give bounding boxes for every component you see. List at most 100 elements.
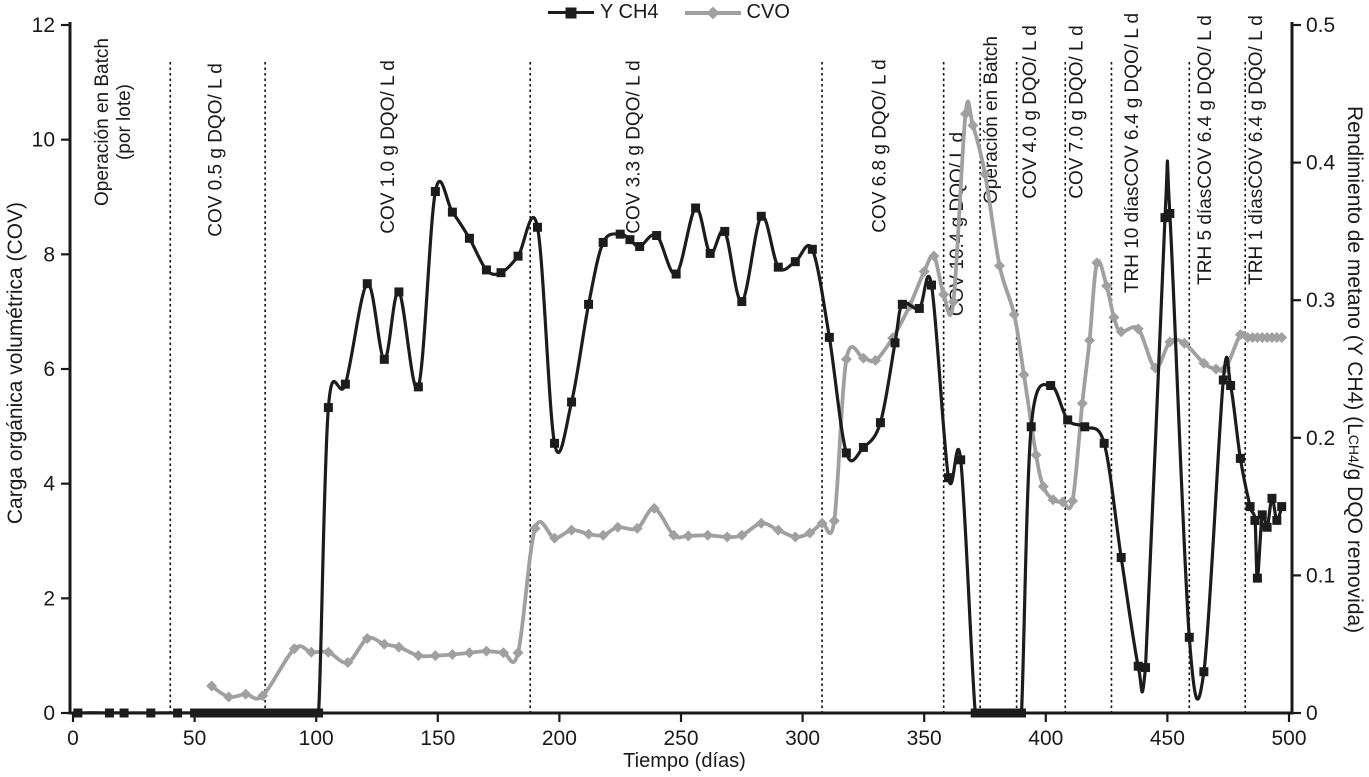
ych4-data-point [1063,415,1073,425]
ych4-data-point [190,708,200,718]
ych4-data-point [1046,381,1056,391]
ych4-data-point [737,297,747,307]
cvo-data-point [648,502,660,514]
ych4-data-point [241,708,251,718]
cvo-data-point [206,680,218,692]
ych4-data-point [550,438,560,448]
ych4-data-point [263,708,273,718]
x-tick-label: 350 [907,727,942,750]
x-axis-title: Tiempo (días) [623,750,746,772]
ych4-data-point [1133,661,1143,671]
period-label: COV 3.3 g DQO/ L d [624,60,645,234]
ych4-data-point [691,203,701,213]
cvo-data-point [1057,496,1069,508]
cvo-data-point [967,119,979,131]
ych4-data-point [1141,663,1151,673]
ych4-data-point [219,708,229,718]
cvo-data-point [393,641,405,653]
right-axis-title-subscript: CH4 [1346,435,1362,464]
ych4-data-point [890,338,900,348]
ych4-data-point [299,708,309,718]
ych4-data-point [1199,667,1209,677]
period-label: COV 0.5 g DQO/ L d [205,63,226,237]
ych4-data-point [413,382,423,392]
cvo-data-point [342,657,354,669]
ych4-data-point [1262,522,1272,532]
cvo-data-point [789,531,801,543]
ych4-data-point [790,257,800,267]
cvo-data-point [1091,257,1103,269]
cvo-data-point [597,529,609,541]
ych4-data-point [615,229,625,239]
ych4-data-point [292,708,302,718]
cvo-data-point [512,647,524,659]
cvo-data-point [446,649,458,661]
cvo-data-point [1067,495,1079,507]
x-tick-label: 300 [785,727,820,750]
ych4-data-point [1226,381,1236,391]
cvo-data-point [463,647,475,659]
left-axis-title: Carga orgánica volumétrica (COV) [4,202,27,525]
ych4-data-point [270,708,280,718]
cvo-data-point [361,632,373,644]
ych4-data-point [362,279,372,289]
legend-item-ych4: Y CH4 [548,1,659,24]
cvo-data-point [566,524,578,536]
x-tick-label: 250 [663,727,698,750]
cvo-data-point [1084,334,1096,346]
ych4-data-point [705,248,715,258]
cvo-data-point [257,690,269,702]
left-tick-label: 10 [32,129,55,152]
ych4-data-point [464,233,474,243]
cvo-data-point [429,650,441,662]
ych4-data-point [447,207,457,217]
ych4-data-point [394,287,404,297]
ych4-data-point [807,244,817,254]
ych4-data-point [430,186,440,196]
cvo-data-point [721,531,733,543]
cvo-data-point [549,532,561,544]
ych4-data-point [1116,553,1126,563]
cvo-data-point [857,352,869,364]
ych4-data-point [987,708,997,718]
x-tick-label: 500 [1271,727,1306,750]
cvo-data-point [322,646,334,658]
right-tick-label: 0.4 [1306,152,1336,175]
cvo-series-line [210,99,1282,701]
ych4-data-point [197,708,207,718]
ych4-data-point [944,473,954,483]
ych4-data-point [1165,209,1175,219]
cvo-data-point [480,645,492,657]
ych4-data-point [1080,422,1090,432]
ych4-data-point [1016,708,1026,718]
x-tick-label: 150 [420,727,455,750]
ych4-data-point [226,708,236,718]
cvo-data-point [1210,363,1222,375]
legend-label-cvo: CVO [746,1,790,23]
left-tick-label: 6 [43,358,55,381]
ych4-data-point [1272,515,1282,525]
cvo-data-point [772,524,784,536]
cvo-data-point [804,527,816,539]
left-tick-label: 2 [43,587,55,610]
ych4-data-point [284,708,294,718]
ych4-data-point [340,379,350,389]
cvo-data-point [960,108,972,120]
right-tick-label: 0.5 [1306,14,1335,37]
cvo-data-point [947,296,959,308]
ych4-data-point [1267,493,1277,503]
ych4-data-point [248,708,258,718]
right-tick-label: 0 [1306,702,1318,725]
cvo-data-point [1076,397,1088,409]
ych4-data-point [496,268,506,278]
ych4-data-point [204,708,214,718]
ych4-data-point [978,708,988,718]
ych4-data-point [255,708,265,718]
ych4-data-point [146,708,156,718]
ych4-data-point [897,299,907,309]
right-tick-label: 0.2 [1306,427,1335,450]
cvo-data-point [1047,494,1059,506]
period-label: COV 7.0 g DQO/ L d [1066,25,1087,199]
legend: Y CH4 CVO [548,1,790,24]
